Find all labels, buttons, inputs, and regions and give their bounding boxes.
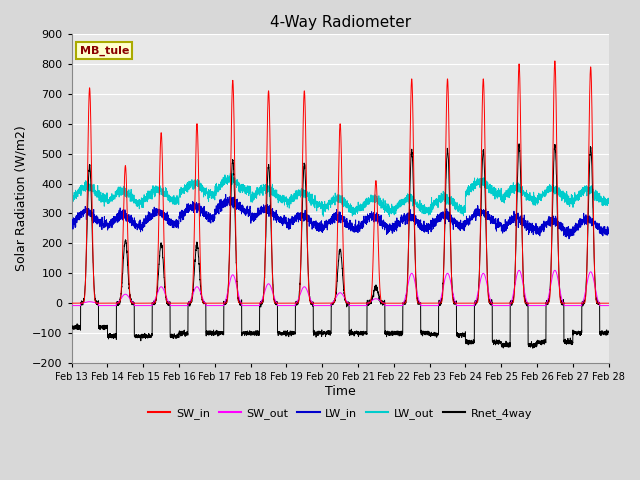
SW_out xyxy=(543,299,551,304)
SW_in xyxy=(410,186,418,192)
Rnet_4way xyxy=(559,300,566,306)
SW_out xyxy=(558,298,566,303)
Rnet_4way xyxy=(410,208,418,214)
LW_out xyxy=(543,186,551,192)
SW_out xyxy=(551,267,559,273)
SW_in xyxy=(543,300,551,306)
LW_out xyxy=(187,179,195,185)
LW_out xyxy=(515,188,523,193)
X-axis label: Time: Time xyxy=(324,385,355,398)
Line: Rnet_4way: Rnet_4way xyxy=(72,144,640,348)
SW_out xyxy=(410,275,418,281)
Legend: SW_in, SW_out, LW_in, LW_out, Rnet_4way: SW_in, SW_out, LW_in, LW_out, Rnet_4way xyxy=(143,404,537,423)
LW_in xyxy=(222,192,230,197)
SW_in xyxy=(380,300,387,306)
SW_in xyxy=(187,300,195,306)
Line: LW_out: LW_out xyxy=(72,173,640,303)
Line: SW_in: SW_in xyxy=(72,61,640,303)
LW_out xyxy=(227,170,234,176)
Line: LW_in: LW_in xyxy=(72,194,640,303)
SW_in xyxy=(515,61,523,67)
Rnet_4way xyxy=(187,300,195,306)
SW_out xyxy=(380,300,387,306)
LW_in xyxy=(410,214,418,219)
Rnet_4way xyxy=(515,141,523,147)
SW_out xyxy=(515,267,523,273)
Rnet_4way xyxy=(515,143,523,149)
SW_out xyxy=(187,298,195,303)
LW_in xyxy=(380,222,387,228)
LW_in xyxy=(515,218,523,224)
Rnet_4way xyxy=(544,298,552,304)
SW_out xyxy=(68,303,76,309)
LW_in xyxy=(558,226,566,231)
Line: SW_out: SW_out xyxy=(72,270,640,306)
LW_in xyxy=(543,220,551,226)
LW_in xyxy=(187,206,195,212)
SW_in xyxy=(551,58,559,64)
LW_out xyxy=(380,206,387,212)
Rnet_4way xyxy=(68,325,76,331)
Text: MB_tule: MB_tule xyxy=(80,46,129,56)
LW_out xyxy=(68,193,76,199)
Y-axis label: Solar Radiation (W/m2): Solar Radiation (W/m2) xyxy=(15,126,28,271)
Rnet_4way xyxy=(380,301,387,307)
LW_out xyxy=(410,199,418,205)
LW_out xyxy=(558,191,566,197)
SW_in xyxy=(68,300,76,306)
SW_in xyxy=(558,300,566,306)
Title: 4-Way Radiometer: 4-Way Radiometer xyxy=(269,15,411,30)
Rnet_4way xyxy=(529,345,536,351)
LW_in xyxy=(68,219,76,225)
